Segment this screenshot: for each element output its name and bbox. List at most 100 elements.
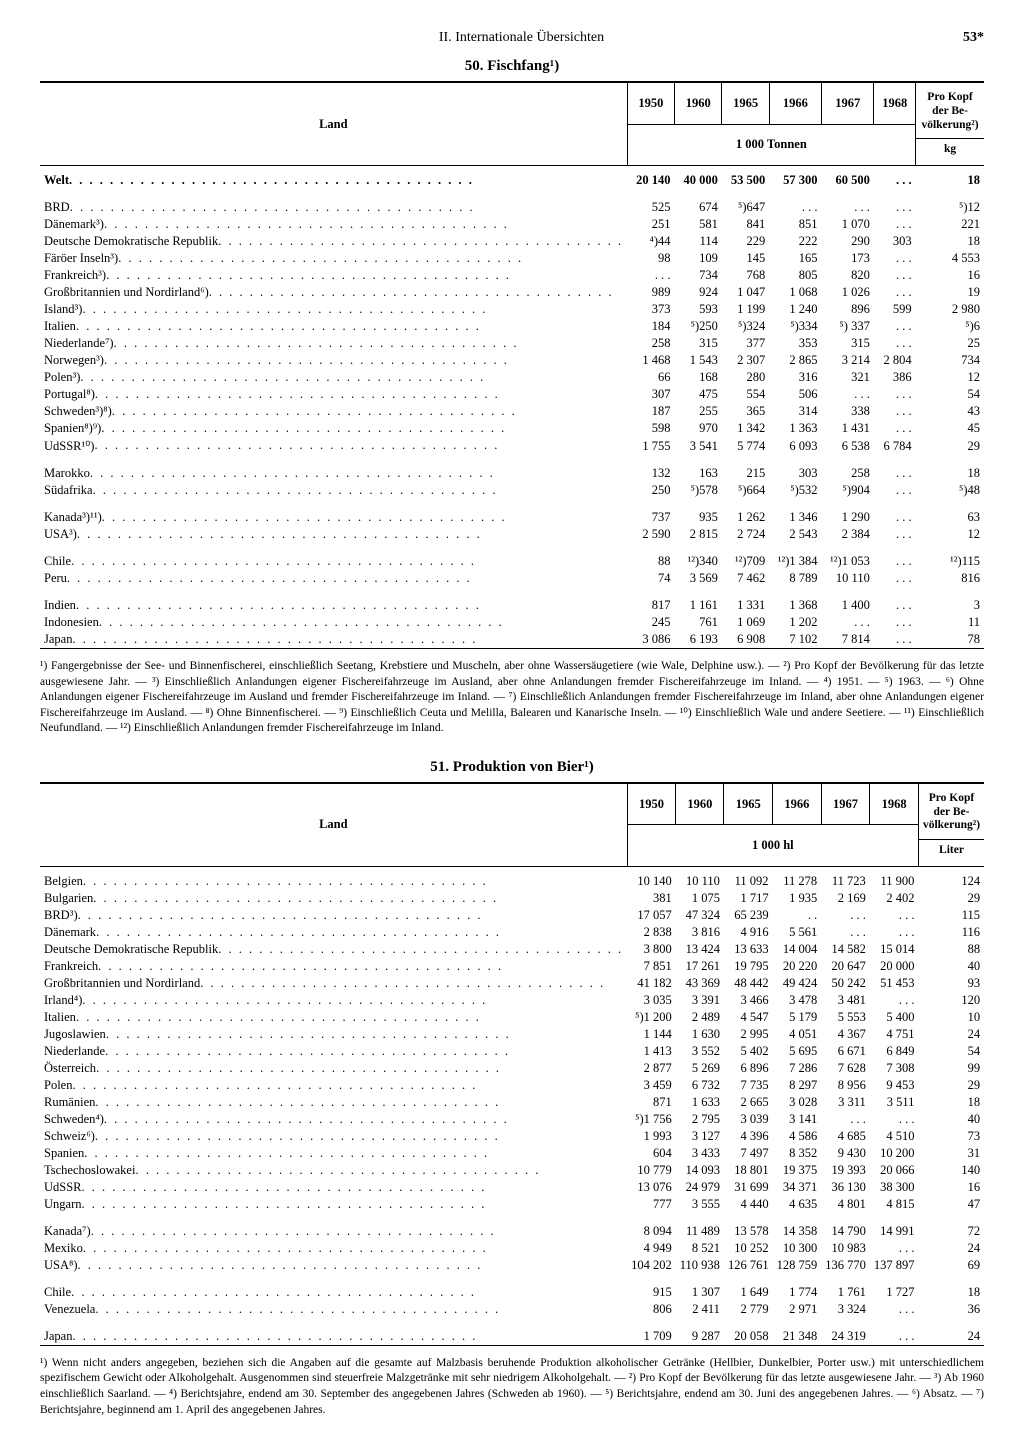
cell-percapita: 12 (916, 526, 984, 543)
cell-value: 10 140 (627, 873, 676, 890)
cell-value: 4 367 (821, 1026, 870, 1043)
cell-percapita: 116 (918, 924, 984, 941)
cell-value: 8 094 (627, 1223, 676, 1240)
cell-land: Polen³) . . . . . . . . . . . . . . . . … (40, 369, 627, 386)
col-header-year: 1965 (722, 82, 769, 124)
table-row: Portugal⁸) . . . . . . . . . . . . . . .… (40, 386, 984, 403)
table-row: Dänemark³) . . . . . . . . . . . . . . .… (40, 216, 984, 233)
cell-value: 7 497 (724, 1145, 773, 1162)
cell-value: 3 478 (773, 992, 822, 1009)
cell-value: . . . (874, 216, 916, 233)
cell-value: 935 (675, 509, 722, 526)
table-row: Indien . . . . . . . . . . . . . . . . .… (40, 597, 984, 614)
table-row: Spanien . . . . . . . . . . . . . . . . … (40, 1145, 984, 1162)
cell-value: 1 761 (821, 1284, 870, 1301)
cell-value: 57 300 (769, 172, 821, 189)
cell-value: 7 851 (627, 958, 676, 975)
cell-value: ⁵)1 756 (627, 1111, 676, 1128)
cell-value: 215 (722, 465, 769, 482)
cell-value: 2 779 (724, 1301, 773, 1318)
cell-value: 353 (769, 335, 821, 352)
cell-land: USA⁸) . . . . . . . . . . . . . . . . . … (40, 1257, 627, 1274)
cell-value: 14 790 (821, 1223, 870, 1240)
cell-land: Spanien . . . . . . . . . . . . . . . . … (40, 1145, 627, 1162)
cell-value: . . . (874, 631, 916, 649)
table-row: Kanada⁷) . . . . . . . . . . . . . . . .… (40, 1223, 984, 1240)
cell-percapita: 11 (916, 614, 984, 631)
page-number: 53* (963, 30, 984, 46)
cell-value: 3 086 (627, 631, 674, 649)
cell-value: 365 (722, 403, 769, 420)
cell-land: Niederlande . . . . . . . . . . . . . . … (40, 1043, 627, 1060)
cell-value: 229 (722, 233, 769, 250)
cell-value: 604 (627, 1145, 676, 1162)
cell-value: 777 (627, 1196, 676, 1213)
cell-value: 5 400 (870, 1009, 919, 1026)
cell-value: 2 590 (627, 526, 674, 543)
cell-value: 924 (675, 284, 722, 301)
table-row: Dänemark . . . . . . . . . . . . . . . .… (40, 924, 984, 941)
cell-value: . . . (874, 284, 916, 301)
col-header-year: 1950 (627, 82, 674, 124)
cell-value: 7 628 (821, 1060, 870, 1077)
cell-value: 7 308 (870, 1060, 919, 1077)
cell-land: Deutsche Demokratische Republik . . . . … (40, 941, 627, 958)
cell-value: 31 699 (724, 1179, 773, 1196)
cell-value: . . . (874, 335, 916, 352)
cell-value: 4 440 (724, 1196, 773, 1213)
cell-land: Japan . . . . . . . . . . . . . . . . . … (40, 1328, 627, 1346)
table-row: Frankreich³) . . . . . . . . . . . . . .… (40, 267, 984, 284)
cell-value: 4 396 (724, 1128, 773, 1145)
col-header-year: 1967 (821, 783, 870, 825)
cell-percapita: 124 (918, 873, 984, 890)
cell-value: 1 070 (822, 216, 874, 233)
cell-value: ⁵)250 (675, 318, 722, 335)
cell-land: Bulgarien . . . . . . . . . . . . . . . … (40, 890, 627, 907)
unit-header: 1 000 Tonnen (627, 124, 915, 166)
cell-value: 377 (722, 335, 769, 352)
cell-value: 6 538 (822, 437, 874, 455)
cell-value: 3 569 (675, 570, 722, 587)
cell-value: 554 (722, 386, 769, 403)
cell-value: 2 169 (821, 890, 870, 907)
col-header-year: 1966 (769, 82, 821, 124)
cell-value: 9 453 (870, 1077, 919, 1094)
cell-value: 173 (822, 250, 874, 267)
cell-value: 2 543 (769, 526, 821, 543)
cell-value: 1 346 (769, 509, 821, 526)
cell-land: BRD³) . . . . . . . . . . . . . . . . . … (40, 907, 627, 924)
cell-value: 5 402 (724, 1043, 773, 1060)
table-row: Venezuela . . . . . . . . . . . . . . . … (40, 1301, 984, 1318)
cell-value: 10 779 (627, 1162, 676, 1179)
cell-value: 2 877 (627, 1060, 676, 1077)
cell-value: 8 956 (821, 1077, 870, 1094)
cell-value: 3 039 (724, 1111, 773, 1128)
cell-value: ¹²)1 384 (769, 553, 821, 570)
cell-value: 8 297 (773, 1077, 822, 1094)
table-title: 50. Fischfang¹) (40, 58, 984, 75)
cell-value: 2 838 (627, 924, 676, 941)
cell-value: 11 278 (773, 873, 822, 890)
cell-percapita: 816 (916, 570, 984, 587)
cell-value: 4 510 (870, 1128, 919, 1145)
cell-percapita: 2 980 (916, 301, 984, 318)
cell-land: Südafrika . . . . . . . . . . . . . . . … (40, 482, 627, 499)
cell-value: 3 028 (773, 1094, 822, 1111)
col-header-year: 1968 (874, 82, 916, 124)
cell-value: 970 (675, 420, 722, 437)
cell-value: 805 (769, 267, 821, 284)
table-row: Schweiz⁶) . . . . . . . . . . . . . . . … (40, 1128, 984, 1145)
table-row: Niederlande⁷) . . . . . . . . . . . . . … (40, 335, 984, 352)
cell-value: 896 (822, 301, 874, 318)
cell-percapita: 54 (916, 386, 984, 403)
cell-land: BRD . . . . . . . . . . . . . . . . . . … (40, 199, 627, 216)
cell-percapita: 29 (918, 1077, 984, 1094)
cell-percapita: 221 (916, 216, 984, 233)
cell-land: Dänemark³) . . . . . . . . . . . . . . .… (40, 216, 627, 233)
col-header-land: Land (40, 82, 627, 166)
cell-land: USA³) . . . . . . . . . . . . . . . . . … (40, 526, 627, 543)
table-row: Indonesien . . . . . . . . . . . . . . .… (40, 614, 984, 631)
cell-value: 15 014 (870, 941, 919, 958)
cell-percapita: 19 (916, 284, 984, 301)
cell-percapita: 24 (918, 1240, 984, 1257)
